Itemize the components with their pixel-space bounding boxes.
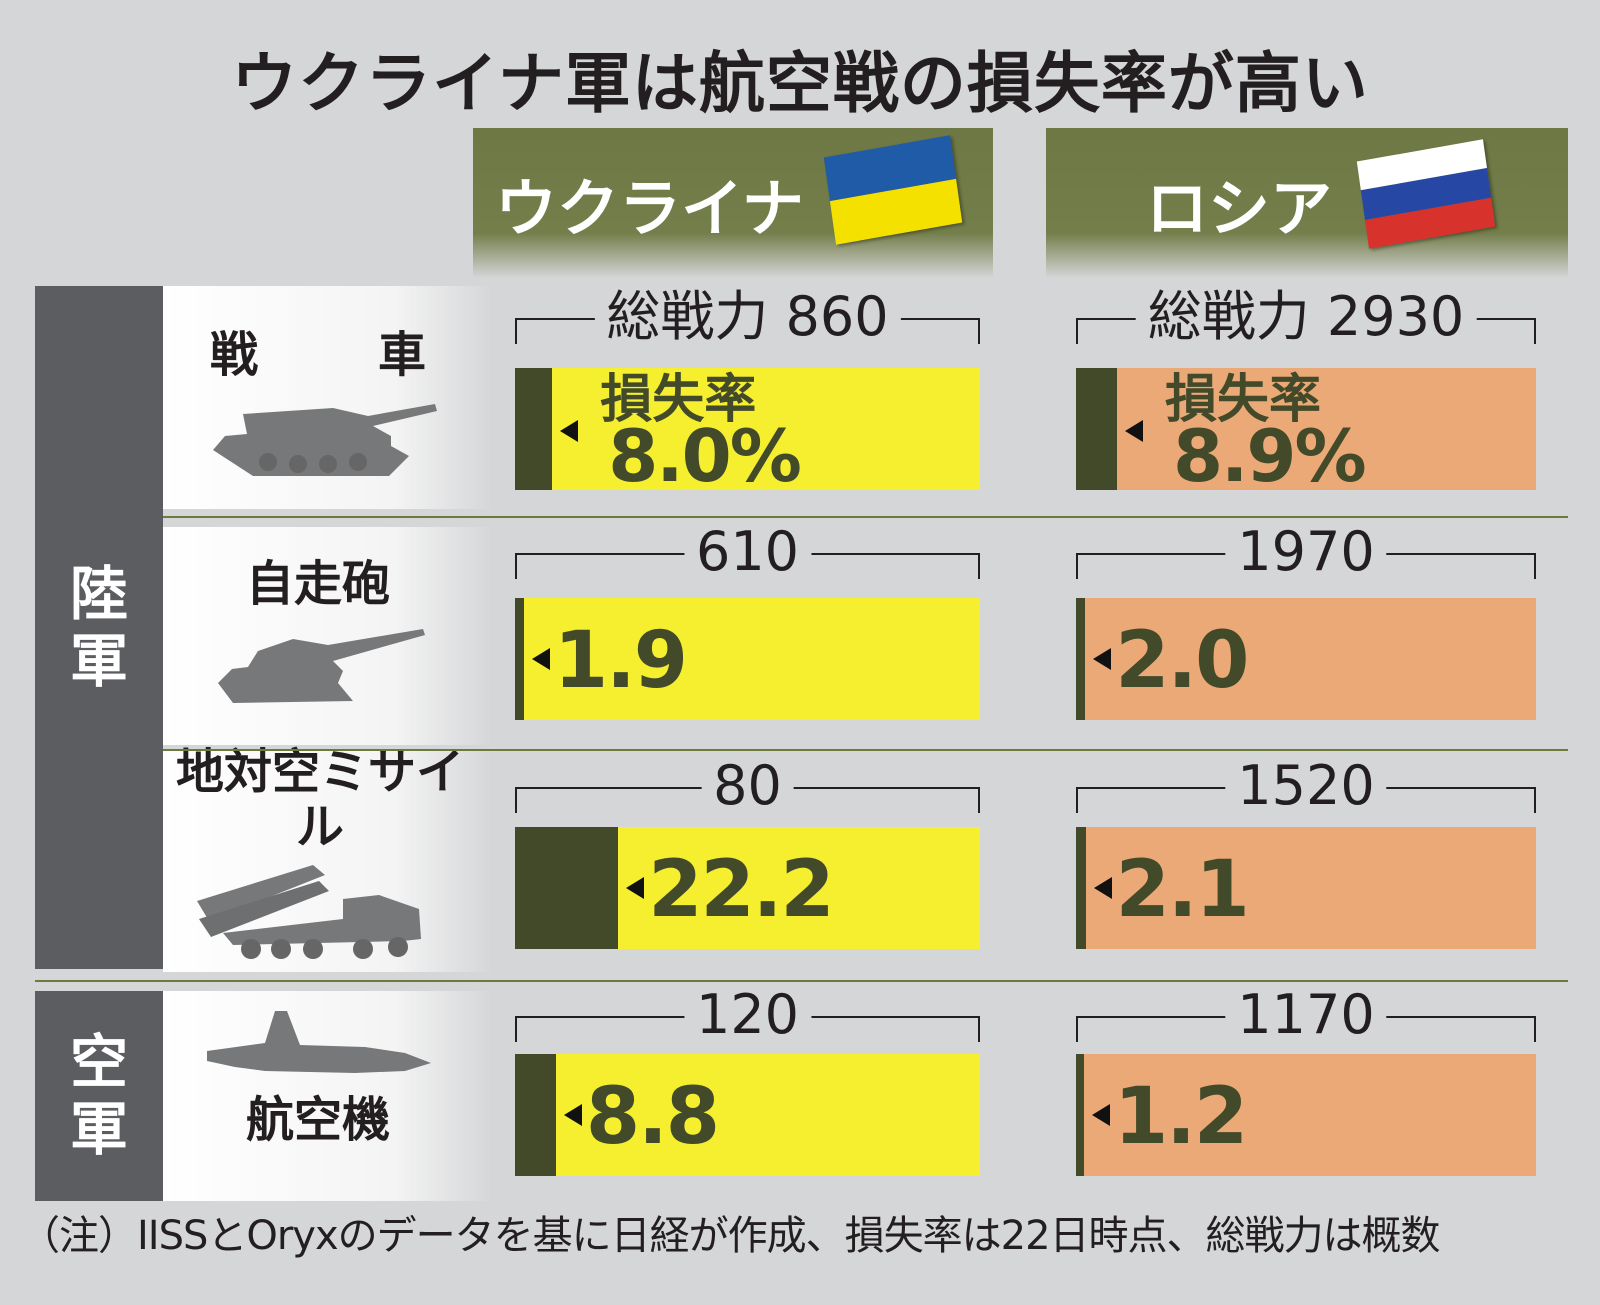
ukraine-flag-icon: [823, 135, 963, 245]
category-label-spg: 自走砲: [245, 556, 390, 612]
loss-rate-fill: [1076, 598, 1086, 720]
header-russia: ロシア: [1046, 128, 1568, 278]
header-ukraine: ウクライナ: [473, 128, 993, 278]
sam-launcher-icon: [197, 865, 421, 959]
bar-ukraine-2: 22.2: [515, 827, 980, 949]
loss-rate-value: 1.2: [1114, 1072, 1248, 1162]
bar-ukraine-0: 損失率 8.0%: [515, 368, 980, 498]
tank-icon: [213, 404, 437, 476]
loss-rate-value: 8.0%: [608, 414, 802, 498]
category-panel-sam: 地対空ミサイル: [163, 744, 493, 972]
pointer-marker: [1092, 1104, 1110, 1126]
loss-rate-label: 損失率: [1164, 370, 1321, 430]
total-strength-label: 総戦力 2930: [1135, 290, 1477, 344]
branch-divider: [35, 980, 1568, 982]
branch-airforce: 空軍: [35, 991, 163, 1201]
aircraft-icon: [207, 1011, 431, 1073]
total-strength-label: 80: [701, 759, 794, 813]
russia-flag-icon: [1356, 139, 1496, 249]
category-panel-tank: 戦 車: [163, 286, 493, 509]
row-divider: [163, 749, 1568, 751]
loss-rate-fill: [1076, 1054, 1084, 1176]
loss-rate-value: 1.9: [553, 616, 688, 706]
loss-rate-fill: [1076, 368, 1117, 490]
category-panel-spg: 自走砲: [163, 527, 493, 745]
total-strength-label: 120: [683, 988, 812, 1042]
loss-rate-fill: [515, 827, 619, 949]
branch-airforce-label: 空軍: [69, 1028, 128, 1163]
total-strength-label: 1520: [1225, 759, 1387, 813]
self-propelled-gun-icon: [218, 629, 425, 703]
loss-rate-value: 8.8: [585, 1072, 720, 1162]
branch-army: 陸軍: [35, 286, 163, 969]
bar-russia-3: 1.2: [1076, 1054, 1536, 1176]
footnote: （注）IISSとOryxのデータを基に日経が作成、損失率は22日時点、総戦力は概…: [20, 1213, 1441, 1259]
bar-ukraine-3: 8.8: [515, 1054, 980, 1176]
category-label-sam: 地対空ミサイル: [175, 744, 464, 856]
country-name-russia: ロシア: [1146, 172, 1333, 245]
pointer-marker: [626, 877, 645, 899]
bar-russia-2: 2.1: [1076, 827, 1536, 949]
loss-rate-fill: [515, 368, 553, 490]
chart-title: ウクライナ軍は航空戦の損失率が高い: [231, 45, 1369, 122]
pointer-marker: [1093, 877, 1112, 899]
category-label-tank: 戦 車: [209, 327, 462, 383]
loss-rate-value: 22.2: [648, 845, 834, 935]
loss-rate-value: 8.9%: [1172, 414, 1367, 498]
bar-ukraine-1: 1.9: [515, 598, 980, 720]
total-strength-label: 610: [683, 525, 812, 579]
loss-rate-value: 2.1: [1115, 845, 1250, 935]
pointer-marker: [1093, 648, 1112, 670]
pointer-marker: [560, 420, 579, 442]
country-name-ukraine: ウクライナ: [495, 172, 804, 245]
category-label-aircraft: 航空機: [245, 1092, 390, 1148]
loss-rate-fill: [515, 598, 524, 720]
branch-army-label: 陸軍: [69, 559, 128, 695]
bar-russia-1: 2.0: [1076, 598, 1536, 720]
bar-russia-0: 損失率 8.9%: [1076, 368, 1536, 498]
loss-rate-fill: [1076, 827, 1086, 949]
total-strength-label: 1970: [1225, 525, 1387, 579]
pointer-marker: [563, 1104, 582, 1126]
pointer-marker: [531, 648, 550, 670]
row-divider: [163, 516, 1568, 518]
loss-rate-label: 損失率: [600, 370, 757, 430]
pointer-marker: [1124, 420, 1143, 442]
total-strength-label: 総戦力 860: [594, 290, 901, 344]
loss-rate-value: 2.0: [1115, 616, 1249, 706]
category-panel-aircraft: 航空機: [163, 991, 493, 1201]
loss-rate-fill: [515, 1054, 556, 1176]
total-strength-label: 1170: [1225, 988, 1387, 1042]
